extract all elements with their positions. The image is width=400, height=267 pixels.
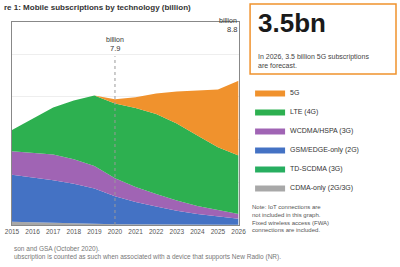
svg-text:3.5bn: 3.5bn — [258, 8, 326, 38]
svg-text:2023: 2023 — [170, 228, 185, 235]
svg-text:re 1: Mobile subscriptions by: re 1: Mobile subscriptions by technology… — [4, 3, 191, 12]
svg-text:LTE (4G): LTE (4G) — [290, 108, 318, 116]
svg-text:In 2026, 3.5 billion 5G subscr: In 2026, 3.5 billion 5G subscriptionsare… — [258, 53, 369, 69]
svg-text:CDMA-only (2G/3G): CDMA-only (2G/3G) — [290, 184, 353, 192]
svg-text:2018: 2018 — [67, 228, 82, 235]
svg-text:2016: 2016 — [25, 228, 40, 235]
svg-text:2020: 2020 — [108, 228, 123, 235]
svg-text:Note: IoT connections arenot i: Note: IoT connections arenot included in… — [252, 204, 329, 233]
svg-text:2019: 2019 — [87, 228, 102, 235]
svg-text:billion: billion — [106, 36, 124, 43]
svg-text:GSM/EDGE-only (2G): GSM/EDGE-only (2G) — [290, 146, 359, 154]
svg-text:2017: 2017 — [46, 228, 61, 235]
svg-text:2024: 2024 — [190, 228, 205, 235]
svg-text:5G: 5G — [290, 89, 299, 96]
svg-text:7.9: 7.9 — [110, 44, 120, 53]
svg-text:son and GSA (October 2020).ubs: son and GSA (October 2020).ubscription i… — [14, 245, 281, 261]
svg-text:2022: 2022 — [149, 228, 164, 235]
svg-text:8.8: 8.8 — [227, 25, 237, 34]
svg-text:WCDMA/HSPA (3G): WCDMA/HSPA (3G) — [290, 127, 353, 135]
svg-text:2015: 2015 — [5, 228, 20, 235]
svg-text:2025: 2025 — [211, 228, 226, 235]
svg-text:2026: 2026 — [231, 228, 246, 235]
svg-text:TD-SCDMA (3G): TD-SCDMA (3G) — [290, 165, 343, 173]
svg-text:2021: 2021 — [128, 228, 143, 235]
svg-text:billion: billion — [219, 17, 237, 24]
